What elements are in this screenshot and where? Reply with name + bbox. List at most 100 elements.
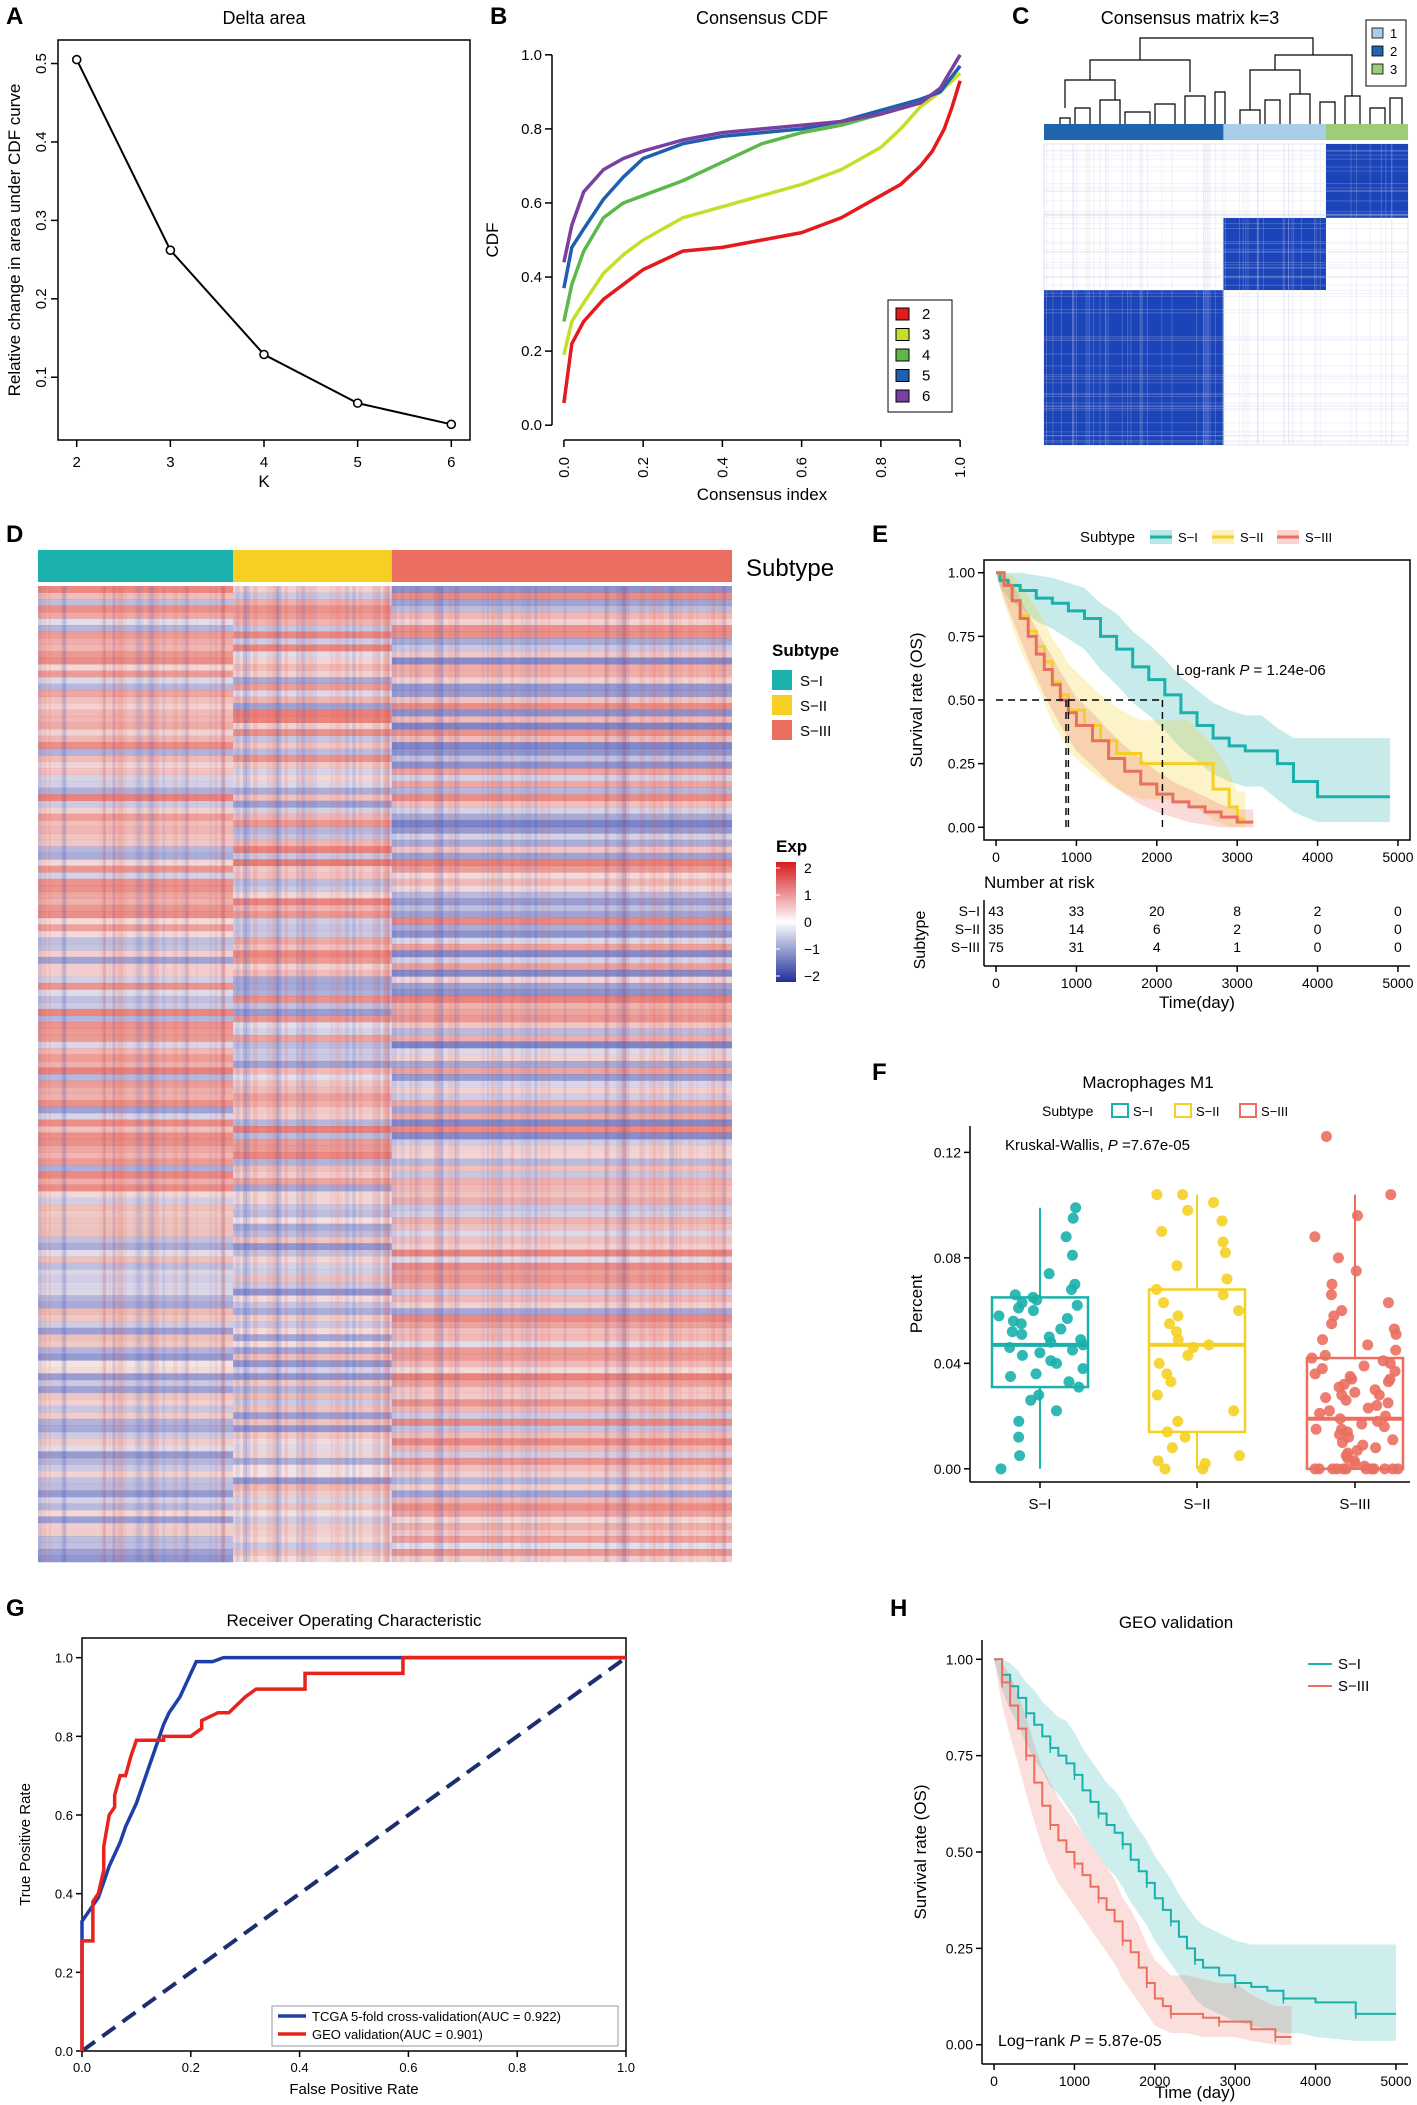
- y-axis-label: Relative change in area under CDF curve: [5, 84, 24, 397]
- heatmap-row-block: [233, 787, 392, 795]
- risk-value: 0: [1394, 921, 1402, 937]
- x-axis-label: Time (day): [1155, 2083, 1236, 2102]
- heatmap-row-block: [391, 683, 732, 691]
- heatmap-row-block: [38, 1529, 234, 1537]
- heatmap-column-streak: [184, 586, 190, 1562]
- data-point: [1027, 1291, 1039, 1303]
- heatmap-row-block: [38, 1047, 234, 1055]
- legend-swatch: [895, 348, 910, 362]
- y-tick-label: 0.08: [934, 1250, 961, 1266]
- x-axis-label: Consensus index: [697, 485, 828, 504]
- heatmap-column-streak: [311, 586, 317, 1562]
- heatmap-row-block: [233, 1425, 392, 1433]
- heatmap-row-block: [233, 1379, 392, 1387]
- heatmap-row-block: [233, 1444, 392, 1452]
- dendrogram-branch: [1074, 107, 1091, 126]
- heatmap-column-streak: [604, 586, 610, 1562]
- survival-curve-S−III: [996, 571, 1254, 824]
- data-point: [1384, 1373, 1396, 1385]
- heatmap-row-block: [233, 963, 392, 971]
- heatmap-row-block: [38, 1178, 234, 1185]
- data-point: [1016, 1349, 1028, 1361]
- heatmap-row-block: [391, 846, 732, 854]
- data-point: [995, 1463, 1007, 1475]
- heatmap-row-block: [391, 1236, 732, 1244]
- y-tick-label: 0.2: [55, 1965, 73, 1980]
- x-tick-label: 4000: [1300, 2073, 1331, 2089]
- data-point: [1359, 1460, 1371, 1472]
- heatmap-row-block: [233, 1197, 392, 1205]
- risk-table-title: Number at risk: [984, 873, 1095, 892]
- data-point: [1340, 1463, 1352, 1475]
- heatmap-row-block: [391, 1308, 732, 1316]
- heatmap-row-block: [233, 638, 392, 645]
- legend-swatch: [895, 369, 910, 382]
- heatmap-row-block: [391, 618, 732, 626]
- heatmap-row-block: [38, 1034, 234, 1042]
- heatmap-row-block: [38, 1288, 234, 1296]
- heatmap-row-block: [233, 1126, 392, 1133]
- heatmap-column-streak: [713, 586, 717, 1562]
- heatmap-column-streak: [604, 586, 609, 1562]
- legend-label: S−II: [1196, 1104, 1220, 1119]
- legend-label: 2: [922, 306, 930, 323]
- legend-swatch: [1174, 1103, 1192, 1118]
- heatmap-row-block: [233, 1008, 392, 1016]
- heatmap-row-block: [233, 1223, 392, 1231]
- dendrogram-branch: [1064, 79, 1116, 108]
- heatmap-row-block: [233, 1249, 392, 1257]
- heatmap-column-streak: [103, 586, 106, 1562]
- x-tick-label: 2: [73, 454, 81, 471]
- data-point: [1006, 1326, 1018, 1338]
- heatmap-row-block: [391, 1412, 732, 1420]
- heatmap-row-block: [233, 599, 392, 606]
- x-tick-label: 0: [992, 849, 1000, 865]
- legend-label: 3: [1390, 62, 1397, 77]
- heatmap-row-block: [233, 586, 392, 593]
- heatmap-row-block: [233, 1496, 392, 1504]
- heatmap-row-block: [391, 1034, 732, 1042]
- heatmap-row-block: [233, 755, 392, 762]
- heatmap-row-block: [391, 644, 732, 652]
- x-axis-label: False Positive Rate: [289, 2081, 418, 2098]
- cluster-bar-segment: [1223, 124, 1326, 140]
- data-point: [1334, 1413, 1346, 1425]
- heatmap-row-block: [38, 1197, 234, 1205]
- heatmap-column-streak: [543, 586, 547, 1562]
- heatmap-row-block: [233, 1054, 392, 1062]
- data-point: [1325, 1289, 1337, 1301]
- x-tick-label: 1000: [1061, 849, 1092, 865]
- heatmap-row-block: [38, 1483, 234, 1491]
- heatmap-row-block: [391, 1184, 732, 1192]
- heatmap-row-block: [233, 1386, 392, 1394]
- heatmap-row-block: [391, 898, 732, 906]
- panel-label-h: H: [890, 1595, 907, 1622]
- data-point: [1314, 1407, 1326, 1419]
- heatmap-column-streak: [275, 586, 279, 1562]
- heatmap-column-streak: [243, 586, 246, 1562]
- heatmap-row-block: [38, 969, 234, 977]
- dendrogram-branch: [1249, 69, 1301, 110]
- heatmap-row-block: [233, 1178, 392, 1185]
- heatmap-row-block: [391, 865, 732, 873]
- data-point: [1150, 1283, 1162, 1295]
- heatmap-column-streak: [372, 586, 376, 1562]
- heatmap-row-block: [38, 878, 234, 886]
- data-point: [1316, 1363, 1328, 1375]
- risk-value: 8: [1233, 903, 1241, 919]
- heatmap-row-block: [391, 1054, 732, 1062]
- heatmap-row-block: [233, 911, 392, 919]
- legend-label: TCGA 5-fold cross-validation(AUC = 0.922…: [312, 2009, 561, 2024]
- data-point: [1071, 1299, 1083, 1311]
- y-tick-label: 1.0: [521, 47, 542, 64]
- heatmap-row-block: [233, 807, 392, 815]
- heatmap-row-block: [38, 742, 234, 749]
- data-point: [1309, 1463, 1321, 1475]
- colorbar-title: Exp: [776, 837, 807, 856]
- data-point: [1005, 1371, 1017, 1383]
- cdf-line-k2: [562, 80, 962, 404]
- data-point: [1389, 1365, 1401, 1377]
- heatmap-row-block: [38, 1405, 234, 1413]
- panel-label-b: B: [490, 3, 507, 30]
- data-point: [1025, 1394, 1037, 1406]
